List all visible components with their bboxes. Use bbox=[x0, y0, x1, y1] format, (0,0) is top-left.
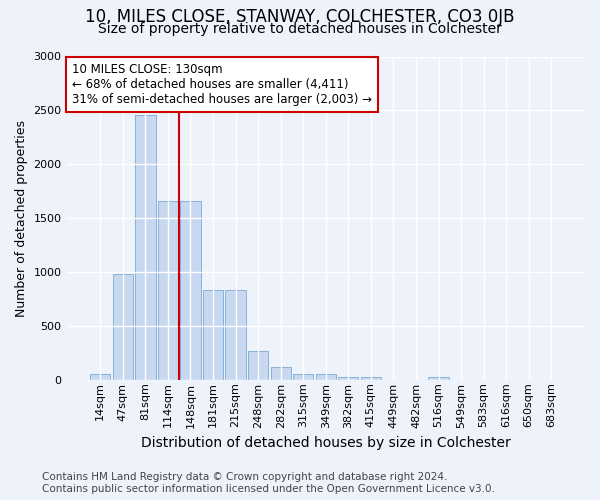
Bar bbox=[203, 290, 223, 380]
Bar bbox=[316, 374, 336, 380]
Bar bbox=[226, 290, 246, 380]
Bar bbox=[293, 374, 313, 380]
Bar bbox=[135, 114, 155, 380]
Text: 10, MILES CLOSE, STANWAY, COLCHESTER, CO3 0JB: 10, MILES CLOSE, STANWAY, COLCHESTER, CO… bbox=[85, 8, 515, 26]
Text: Contains HM Land Registry data © Crown copyright and database right 2024.
Contai: Contains HM Land Registry data © Crown c… bbox=[42, 472, 495, 494]
Bar bbox=[271, 367, 291, 380]
Bar bbox=[90, 374, 110, 380]
Bar bbox=[158, 201, 178, 380]
Bar bbox=[361, 376, 381, 380]
Bar bbox=[113, 274, 133, 380]
Text: 10 MILES CLOSE: 130sqm
← 68% of detached houses are smaller (4,411)
31% of semi-: 10 MILES CLOSE: 130sqm ← 68% of detached… bbox=[72, 63, 372, 106]
Y-axis label: Number of detached properties: Number of detached properties bbox=[15, 120, 28, 316]
Bar bbox=[248, 350, 268, 380]
X-axis label: Distribution of detached houses by size in Colchester: Distribution of detached houses by size … bbox=[141, 436, 511, 450]
Bar bbox=[338, 376, 358, 380]
Bar bbox=[428, 376, 449, 380]
Text: Size of property relative to detached houses in Colchester: Size of property relative to detached ho… bbox=[98, 22, 502, 36]
Bar bbox=[181, 201, 200, 380]
